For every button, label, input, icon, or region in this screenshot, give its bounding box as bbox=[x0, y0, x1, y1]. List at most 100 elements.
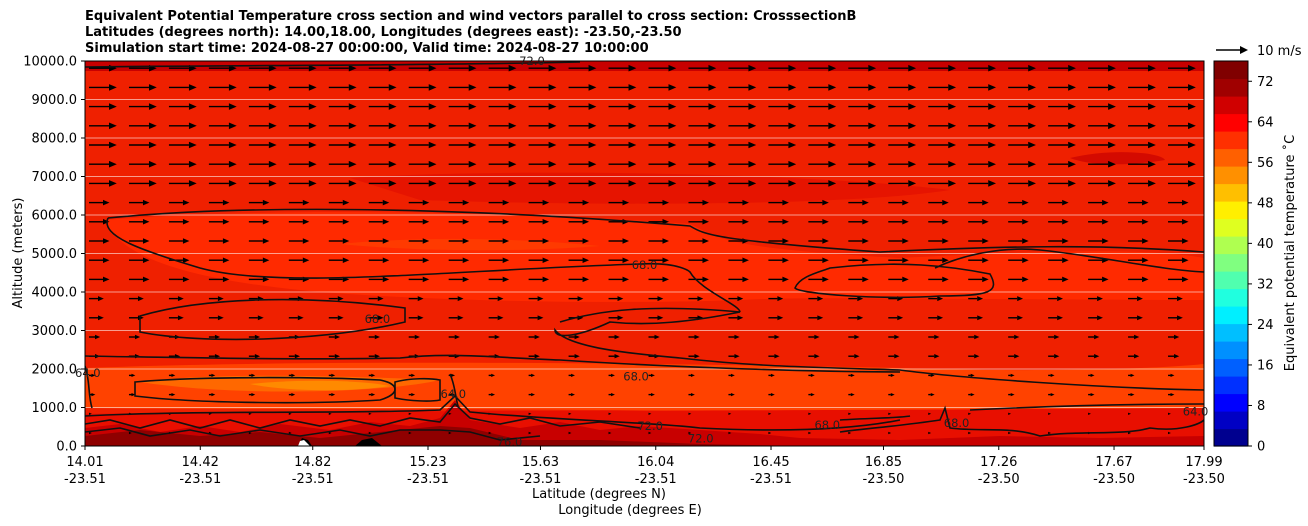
wind-vector bbox=[1008, 84, 1036, 91]
wind-vector bbox=[528, 103, 557, 110]
wind-vector bbox=[1008, 354, 1020, 359]
wind-vector bbox=[168, 199, 190, 206]
colorbar-swatch bbox=[1214, 358, 1248, 377]
wind-vector bbox=[528, 315, 544, 321]
wind-vector bbox=[408, 276, 430, 283]
wind-vector bbox=[1048, 122, 1076, 130]
y-axis: 0.0 1000.0 2000.0 3000.0 4000.0 5000.0 6000.0 7… bbox=[23, 55, 85, 455]
terrain bbox=[298, 438, 382, 446]
wind-vector bbox=[808, 64, 837, 72]
wind-vector bbox=[368, 160, 397, 168]
wind-vector bbox=[648, 64, 677, 72]
wind-vector bbox=[168, 84, 197, 91]
wind-vector bbox=[1128, 219, 1149, 225]
wind-vector bbox=[888, 431, 892, 435]
wind-vector bbox=[448, 257, 470, 263]
wind-vector bbox=[1168, 180, 1196, 187]
quiver-key-label: 10 m/s bbox=[1257, 44, 1302, 59]
wind-vector bbox=[208, 392, 216, 397]
wind-vector bbox=[888, 276, 909, 283]
wind-vector bbox=[448, 219, 470, 225]
wind-vector bbox=[248, 334, 261, 340]
wind-vector bbox=[768, 160, 797, 168]
wind-vector bbox=[448, 392, 456, 397]
wind-vector bbox=[688, 84, 717, 91]
wind-vector bbox=[888, 334, 900, 340]
wind-vector bbox=[89, 315, 104, 321]
colorbar-swatch bbox=[1214, 96, 1248, 115]
wind-vector bbox=[1008, 238, 1029, 244]
wind-vector bbox=[728, 180, 757, 187]
wind-vector bbox=[728, 64, 757, 72]
wind-vector bbox=[208, 257, 230, 263]
wind-vector bbox=[448, 64, 477, 72]
wind-vector bbox=[288, 238, 310, 244]
wind-vector bbox=[928, 238, 949, 244]
wind-vector bbox=[128, 84, 157, 91]
wind-vector bbox=[488, 257, 510, 263]
wind-vector bbox=[448, 160, 477, 168]
wind-vector bbox=[888, 392, 895, 397]
wind-vector bbox=[208, 373, 216, 378]
wind-vector bbox=[1048, 64, 1076, 72]
wind-vector bbox=[808, 257, 829, 263]
colorbar-swatch bbox=[1214, 183, 1248, 202]
wind-vector bbox=[728, 122, 757, 130]
colorbar-swatch bbox=[1214, 78, 1248, 97]
wind-vector bbox=[128, 103, 157, 110]
wind-vector bbox=[888, 219, 909, 225]
wind-vector bbox=[1168, 257, 1189, 263]
y-tick-label: 1000.0 bbox=[32, 401, 78, 416]
y-tick-label: 2000.0 bbox=[32, 363, 78, 378]
contour-top bbox=[85, 61, 581, 68]
wind-vector bbox=[688, 334, 700, 340]
colorbar-swatch bbox=[1214, 61, 1248, 80]
wind-vector bbox=[928, 219, 949, 225]
wind-vector bbox=[688, 141, 717, 149]
wind-vector bbox=[968, 141, 997, 149]
wind-vector bbox=[128, 431, 132, 435]
wind-vector bbox=[968, 64, 997, 72]
wind-vector bbox=[1088, 84, 1116, 91]
wind-vector bbox=[928, 141, 957, 149]
wind-vector bbox=[1048, 315, 1063, 321]
x-tick-label-lon: -23.50 bbox=[1093, 472, 1135, 487]
wind-vector bbox=[928, 160, 957, 168]
wind-vector bbox=[248, 276, 270, 283]
wind-vector bbox=[568, 64, 597, 72]
wind-vector bbox=[89, 373, 96, 378]
wind-vector bbox=[648, 431, 652, 435]
wind-vector bbox=[368, 199, 390, 206]
contour-low-68 bbox=[85, 354, 901, 373]
wind-vector bbox=[208, 160, 237, 168]
wind-vector bbox=[848, 122, 877, 130]
wind-vector bbox=[1008, 103, 1036, 110]
band-top bbox=[85, 61, 1204, 71]
band-upper-spot bbox=[1070, 152, 1165, 165]
wind-vector bbox=[808, 199, 829, 206]
wind-vector bbox=[1128, 334, 1140, 340]
wind-vector bbox=[648, 315, 664, 321]
contour-label: 72.0 bbox=[637, 419, 663, 433]
contour-label: 76.0 bbox=[497, 435, 523, 449]
x-tick-label-lon: -23.51 bbox=[750, 472, 792, 487]
wind-vector bbox=[768, 334, 780, 340]
wind-vector bbox=[768, 122, 797, 130]
wind-vector bbox=[168, 238, 190, 244]
colorbar-tick-label: 64 bbox=[1257, 115, 1274, 130]
colorbar-swatch bbox=[1214, 306, 1248, 325]
wind-vector bbox=[248, 257, 270, 263]
wind-vector bbox=[568, 431, 572, 435]
wind-vector bbox=[128, 296, 144, 302]
wind-vector bbox=[408, 334, 420, 340]
wind-vector bbox=[848, 103, 877, 110]
wind-vector bbox=[328, 199, 350, 206]
wind-vector bbox=[1168, 84, 1196, 91]
y-tick-label: 8000.0 bbox=[32, 132, 78, 147]
wind-vector bbox=[368, 257, 390, 263]
wind-vector bbox=[688, 180, 717, 187]
wind-vector bbox=[488, 373, 496, 378]
wind-vector bbox=[1048, 257, 1069, 263]
wind-vector bbox=[448, 412, 452, 416]
wind-vector bbox=[808, 180, 837, 187]
